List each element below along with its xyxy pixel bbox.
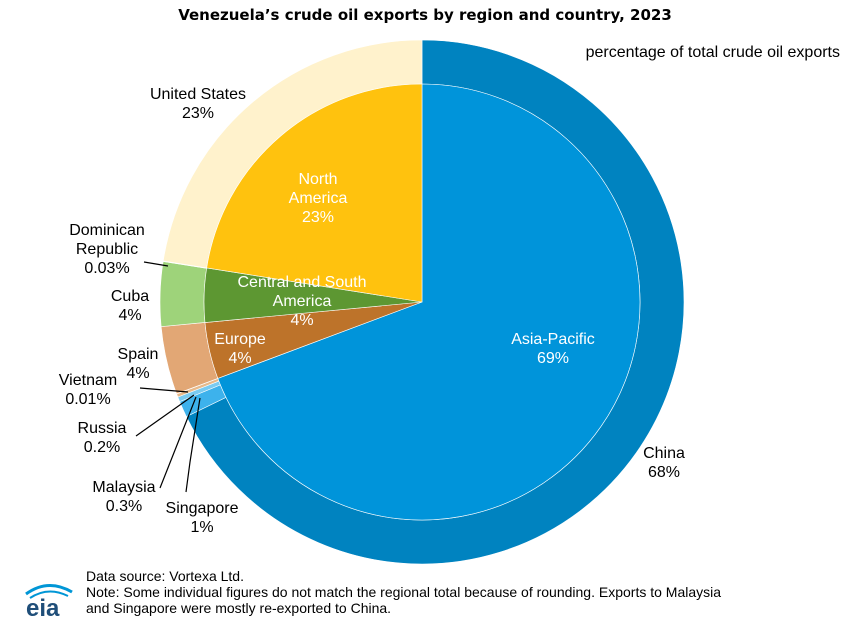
inner-label-3: North America 23% [289, 171, 348, 226]
outer-label-8: United States 23% [150, 86, 246, 122]
data-source: Data source: Vortexa Ltd. [86, 568, 244, 584]
inner-label-2: Central and South America 4% [238, 274, 367, 329]
outer-label-6: Cuba 4% [111, 288, 149, 324]
outer-label-1: Singapore 1% [166, 500, 239, 536]
inner-slice-0 [217, 83, 641, 521]
outer-label-3: Russia 0.2% [78, 420, 127, 456]
note-line-1: Note: Some individual figures do not mat… [86, 584, 722, 600]
chart-title: Venezuela’s crude oil exports by region … [178, 6, 672, 24]
inner-ring [203, 83, 641, 521]
svg-text:eia: eia [26, 595, 60, 620]
chart-subtitle: percentage of total crude oil exports [585, 44, 840, 61]
outer-label-5: Spain 4% [118, 346, 159, 382]
outer-label-2: Malaysia 0.3% [92, 479, 155, 515]
eia-logo: eia [25, 584, 73, 620]
outer-label-4: Vietnam 0.01% [59, 372, 117, 408]
footer-notes: Data source: Vortexa Ltd. Note: Some ind… [86, 568, 826, 616]
slice-labels: Asia-Pacific 69% Europe 4%Central and South… [59, 86, 685, 536]
note-line-2: and Singapore were mostly re-exported to… [86, 600, 392, 616]
leader-vietnam [139, 387, 189, 393]
inner-slice-3 [206, 83, 423, 303]
outer-label-0: China 68% [643, 445, 685, 481]
leader-singapore [185, 397, 201, 493]
leader-malaysia [159, 396, 197, 489]
inner-label-1: Europe 4% [214, 331, 266, 367]
inner-label-0: Asia-Pacific 69% [511, 331, 595, 367]
outer-label-7: Dominican Republic 0.03% [69, 222, 145, 277]
leader-lines [135, 261, 201, 493]
leader-dominican [143, 261, 169, 267]
outer-slice-6 [159, 261, 207, 327]
leader-russia [135, 394, 195, 437]
